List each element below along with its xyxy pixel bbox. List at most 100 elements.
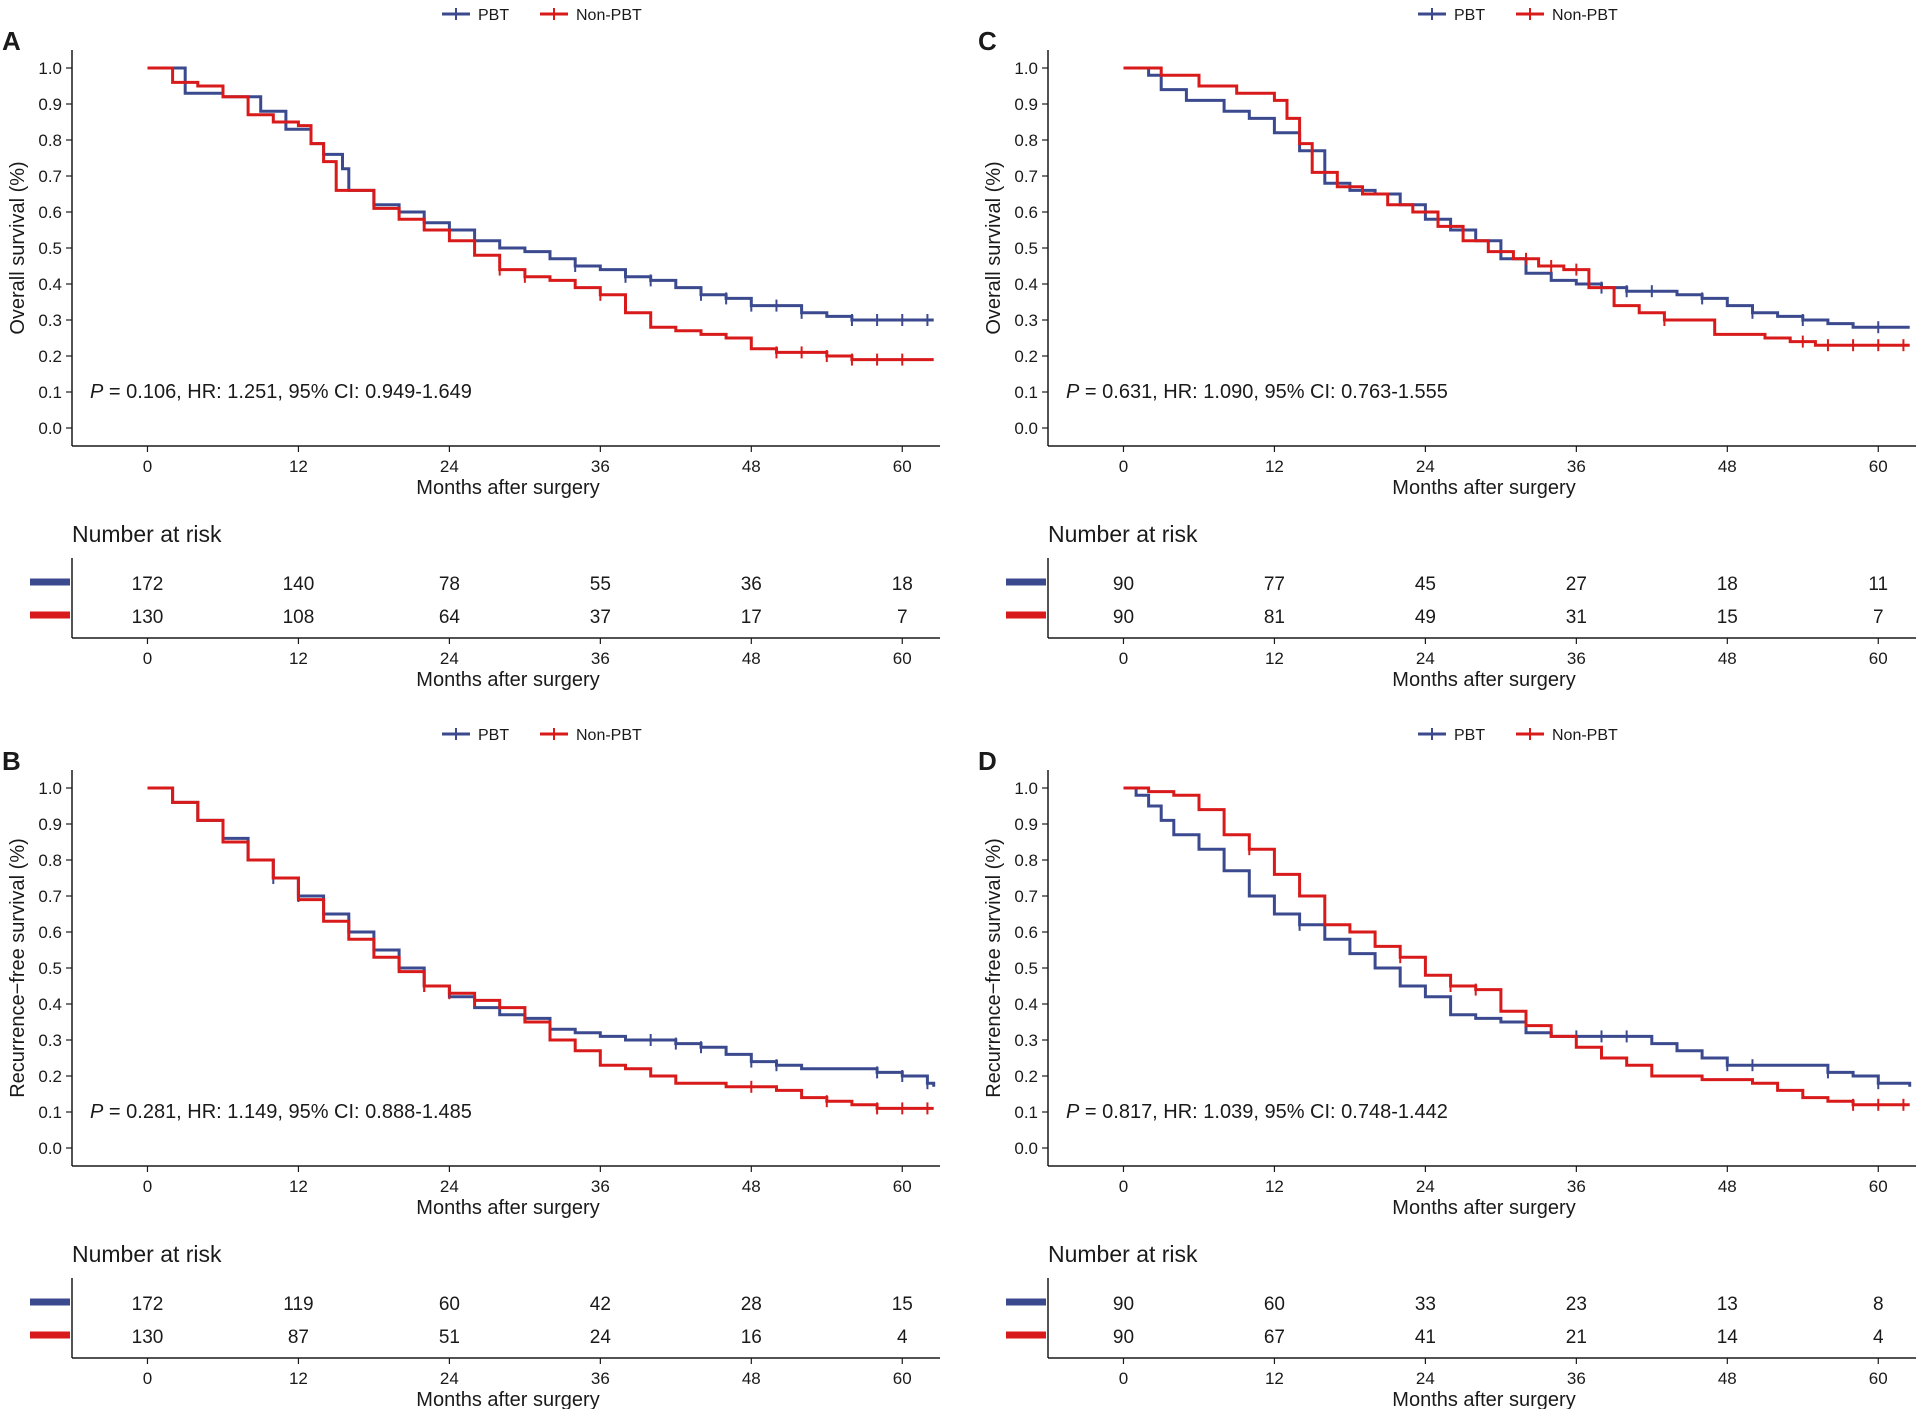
risk-count-pbt: 172	[132, 1294, 164, 1315]
y-axis-title: Recurrence−free survival (%)	[983, 838, 1005, 1098]
y-tick-label: 0.5	[38, 959, 62, 978]
x-axis-title: Months after surgery	[416, 477, 599, 499]
risk-x-tick-label: 0	[1119, 1369, 1128, 1388]
panel-c: C PBT Non-PBT 0.0 0.1 0.2 0.3 0.4 0.5 0.6 0.7 0.8 0.…	[978, 7, 1916, 691]
y-tick-label: 0.7	[1014, 167, 1038, 186]
risk-x-tick-label: 12	[1265, 649, 1284, 668]
y-tick-label: 1.0	[1014, 59, 1038, 78]
risk-count-non-pbt: 130	[132, 1327, 164, 1348]
risk-count-non-pbt: 130	[132, 607, 164, 628]
risk-x-tick-label: 36	[591, 649, 610, 668]
y-tick-label: 0.7	[1014, 887, 1038, 906]
x-tick-label: 36	[1567, 1177, 1586, 1196]
y-tick-label: 0.2	[1014, 1067, 1038, 1086]
risk-count-non-pbt: 17	[741, 607, 762, 628]
legend-nonpbt-label: Non-PBT	[576, 7, 642, 24]
y-axis-title: Recurrence−free survival (%)	[7, 838, 29, 1098]
risk-count-pbt: 55	[590, 574, 611, 595]
risk-title: Number at risk	[72, 521, 222, 547]
risk-count-pbt: 78	[439, 574, 460, 595]
risk-title: Number at risk	[1048, 1241, 1198, 1267]
x-tick-label: 60	[893, 1177, 912, 1196]
risk-x-axis-title: Months after surgery	[1392, 669, 1575, 691]
risk-count-non-pbt: 41	[1415, 1327, 1436, 1348]
stat-annotation: P = 0.281, HR: 1.149, 95% CI: 0.888-1.48…	[90, 1101, 472, 1123]
panel-d: D PBT Non-PBT 0.0 0.1 0.2 0.3 0.4 0.5 0.6 0.7 0.8 0.…	[978, 727, 1916, 1409]
risk-count-pbt: 33	[1415, 1294, 1436, 1315]
x-tick-label: 0	[1119, 1177, 1128, 1196]
risk-count-pbt: 28	[741, 1294, 762, 1315]
x-tick-label: 60	[893, 457, 912, 476]
panel-b: B PBT Non-PBT 0.0 0.1 0.2 0.3 0.4 0.5 0.6 0.7 0.8 0.…	[2, 727, 940, 1409]
y-tick-label: 0.1	[1014, 383, 1038, 402]
x-tick-label: 36	[591, 1177, 610, 1196]
risk-count-pbt: 18	[1717, 574, 1738, 595]
x-tick-label: 24	[1416, 1177, 1435, 1196]
x-axis-title: Months after surgery	[1392, 1197, 1575, 1219]
risk-x-tick-label: 0	[143, 649, 152, 668]
y-tick-label: 0.8	[1014, 131, 1038, 150]
risk-x-tick-label: 60	[893, 649, 912, 668]
risk-x-tick-label: 12	[1265, 1369, 1284, 1388]
risk-x-tick-label: 48	[742, 1369, 761, 1388]
risk-count-pbt: 18	[892, 574, 913, 595]
y-tick-label: 0.8	[1014, 851, 1038, 870]
risk-count-non-pbt: 16	[741, 1327, 762, 1348]
x-tick-label: 60	[1869, 1177, 1888, 1196]
curve-non-pbt	[1123, 66, 1910, 347]
y-tick-label: 0.1	[38, 1103, 62, 1122]
risk-count-non-pbt: 87	[288, 1327, 309, 1348]
risk-x-tick-label: 24	[440, 1369, 459, 1388]
risk-x-tick-label: 0	[1119, 649, 1128, 668]
risk-count-pbt: 60	[439, 1294, 460, 1315]
risk-count-non-pbt: 37	[590, 607, 611, 628]
risk-count-non-pbt: 21	[1566, 1327, 1587, 1348]
risk-count-non-pbt: 7	[1873, 607, 1884, 628]
y-tick-label: 0.9	[1014, 815, 1038, 834]
risk-count-non-pbt: 81	[1264, 607, 1285, 628]
x-tick-label: 48	[742, 457, 761, 476]
stat-annotation: P = 0.631, HR: 1.090, 95% CI: 0.763-1.55…	[1066, 381, 1448, 403]
risk-count-non-pbt: 4	[897, 1327, 908, 1348]
risk-count-non-pbt: 4	[1873, 1327, 1884, 1348]
stat-annotation: P = 0.106, HR: 1.251, 95% CI: 0.949-1.64…	[90, 381, 472, 403]
curve-non-pbt	[1123, 786, 1910, 1107]
x-tick-label: 12	[1265, 1177, 1284, 1196]
x-tick-label: 24	[440, 457, 459, 476]
y-tick-label: 0.9	[38, 95, 62, 114]
panel-label: A	[2, 26, 21, 56]
y-tick-label: 0.7	[38, 167, 62, 186]
risk-x-tick-label: 24	[440, 649, 459, 668]
risk-count-non-pbt: 64	[439, 607, 461, 628]
y-tick-label: 0.5	[38, 239, 62, 258]
y-tick-label: 0.1	[38, 383, 62, 402]
curve-non-pbt	[147, 786, 934, 1110]
risk-x-tick-label: 60	[893, 1369, 912, 1388]
risk-count-pbt: 77	[1264, 574, 1285, 595]
curve-pbt	[1123, 786, 1912, 1087]
risk-count-pbt: 90	[1113, 574, 1134, 595]
risk-count-non-pbt: 31	[1566, 607, 1587, 628]
y-tick-label: 0.6	[1014, 923, 1038, 942]
risk-count-non-pbt: 108	[283, 607, 315, 628]
x-tick-label: 0	[143, 457, 152, 476]
y-tick-label: 0.3	[1014, 311, 1038, 330]
risk-x-tick-label: 0	[143, 1369, 152, 1388]
y-tick-label: 0.5	[1014, 959, 1038, 978]
risk-count-non-pbt: 90	[1113, 607, 1134, 628]
risk-count-pbt: 13	[1717, 1294, 1738, 1315]
risk-count-pbt: 36	[741, 574, 762, 595]
x-tick-label: 0	[143, 1177, 152, 1196]
y-tick-label: 0.4	[38, 995, 62, 1014]
panel-label: C	[978, 26, 997, 56]
risk-count-pbt: 172	[132, 574, 164, 595]
x-tick-label: 0	[1119, 457, 1128, 476]
y-tick-label: 0.6	[1014, 203, 1038, 222]
y-tick-label: 0.0	[1014, 419, 1038, 438]
x-tick-label: 36	[591, 457, 610, 476]
x-tick-label: 12	[289, 1177, 308, 1196]
stat-annotation: P = 0.817, HR: 1.039, 95% CI: 0.748-1.44…	[1066, 1101, 1448, 1123]
risk-x-tick-label: 48	[1718, 1369, 1737, 1388]
y-tick-label: 0.2	[1014, 347, 1038, 366]
